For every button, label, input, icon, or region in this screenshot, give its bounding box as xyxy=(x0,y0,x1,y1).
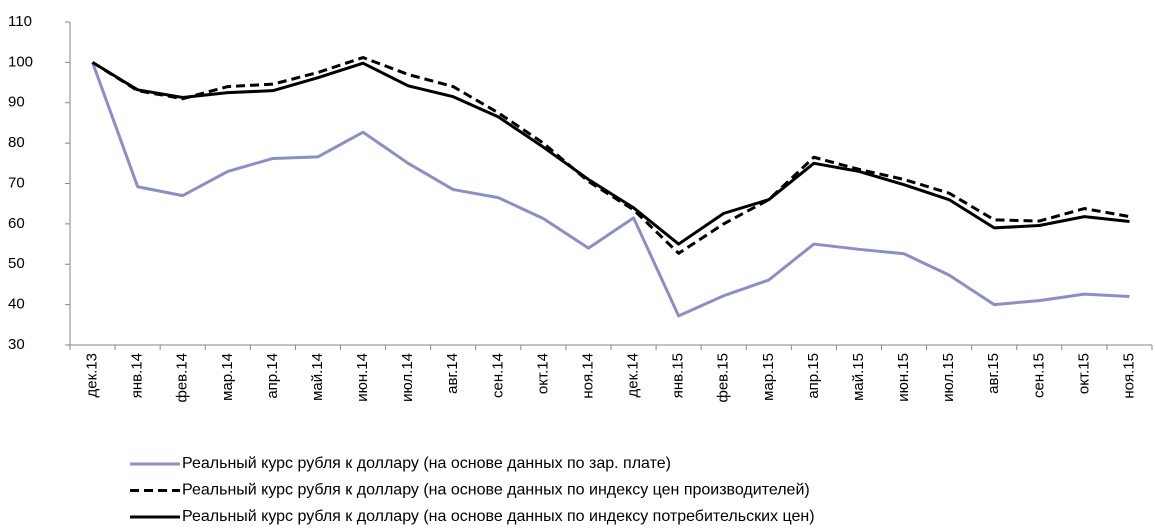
x-tick-label: мар.15 xyxy=(760,353,777,401)
x-tick-label: ноя.15 xyxy=(1120,353,1137,399)
x-tick-label: авг.15 xyxy=(985,353,1002,394)
series-line xyxy=(91,61,1130,318)
y-tick-label: 30 xyxy=(8,336,25,353)
series-line xyxy=(91,56,1130,255)
x-tick-label: апр.15 xyxy=(805,353,822,399)
x-tick-label: сен.14 xyxy=(489,353,506,398)
y-tick-label: 80 xyxy=(8,134,25,151)
x-tick-label: май.15 xyxy=(850,353,867,401)
x-tick-label: май.14 xyxy=(309,353,326,401)
x-tick-label: июл.14 xyxy=(399,353,416,402)
x-tick-label: ноя.14 xyxy=(579,353,596,399)
x-tick-label: июл.15 xyxy=(940,353,957,402)
x-tick-label: июн.15 xyxy=(895,353,912,402)
x-tick-label: янв.15 xyxy=(670,353,687,398)
x-tick-label: авг.14 xyxy=(444,353,461,394)
y-tick-label: 90 xyxy=(8,94,25,111)
x-tick-label: мар.14 xyxy=(219,353,236,401)
y-tick-label: 100 xyxy=(8,53,33,70)
series-line xyxy=(91,61,1130,246)
x-tick-label: сен.15 xyxy=(1030,353,1047,398)
y-tick-label: 70 xyxy=(8,174,25,191)
y-tick-label: 50 xyxy=(8,255,25,272)
legend-label: Реальный курс рубля к доллару (на основе… xyxy=(182,455,671,472)
legend-label: Реальный курс рубля к доллару (на основе… xyxy=(182,482,810,499)
x-tick-label: апр.14 xyxy=(264,353,281,399)
x-tick-label: фев.14 xyxy=(174,353,191,403)
y-tick-label: 40 xyxy=(8,296,25,313)
x-tick-label: дек.13 xyxy=(84,353,101,398)
y-tick-label: 110 xyxy=(8,13,32,30)
x-tick-label: июн.14 xyxy=(354,353,371,402)
x-tick-label: янв.14 xyxy=(129,353,146,398)
y-tick-label: 60 xyxy=(8,215,25,232)
x-tick-label: окт.15 xyxy=(1075,353,1092,394)
x-tick-label: фев.15 xyxy=(715,353,732,403)
legend-label: Реальный курс рубля к доллару (на основе… xyxy=(182,508,815,525)
x-tick-label: окт.14 xyxy=(534,353,551,394)
x-tick-label: дек.14 xyxy=(625,353,642,398)
